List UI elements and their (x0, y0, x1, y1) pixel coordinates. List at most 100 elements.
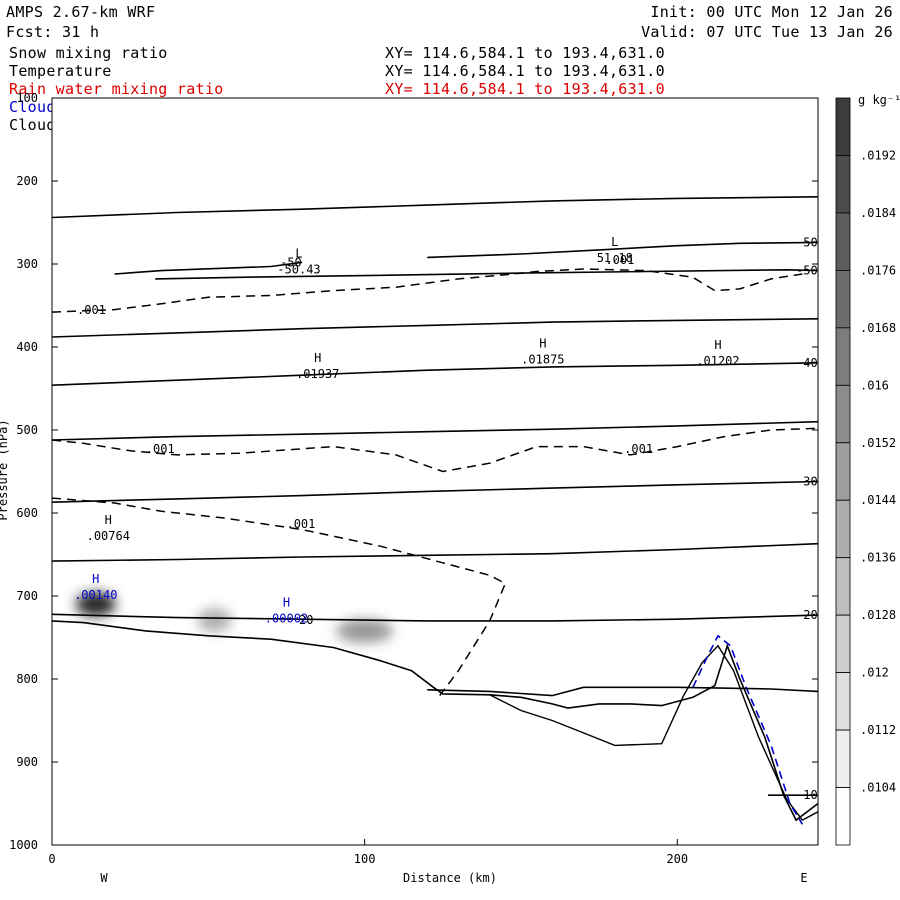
colorbar-swatch (835, 384, 851, 444)
colorbar-unit: g kg⁻¹ (858, 93, 900, 107)
y-axis-label: Pressure (hPa) (0, 419, 10, 520)
extrema-value: .01875 (521, 352, 564, 366)
contour-lines: -50 -50 -50 -40 -30 -20 -10 .001 .001 .001 .001 .00… (52, 196, 818, 825)
colorbar-swatch (835, 155, 851, 214)
isotherm-label: -20 (796, 608, 818, 622)
colorbar-level: .0104 (860, 781, 896, 795)
extrema-letter: H (314, 351, 321, 365)
colorbar: g kg⁻¹ .0192 .0184 .0176 .0168 .016 .0152 .014… (835, 93, 900, 846)
valid-time: Valid: 07 UTC Tue 13 Jan 26 (641, 23, 893, 41)
field-xy: XY= 114.6,584.1 to 193.4,631.0 (385, 80, 665, 98)
y-tick-label: 900 (16, 755, 38, 769)
colorbar-level: .0192 (860, 148, 896, 162)
extrema-letter: H (92, 572, 99, 586)
y-axis: 100 200 300 400 500 600 700 800 900 1000 (9, 91, 818, 852)
x-tick-label: 100 (354, 852, 376, 866)
west-label: W (100, 871, 108, 885)
extrema-letter: L (611, 235, 618, 249)
isotherm (52, 480, 818, 503)
colorbar-swatch (835, 787, 851, 846)
x-tick-label: 0 (48, 852, 55, 866)
model-title: AMPS 2.67-km WRF (6, 3, 155, 21)
colorbar-level: .0136 (860, 551, 896, 565)
contour-label: .001 (624, 442, 653, 456)
terrain-lower-line (489, 644, 818, 821)
colorbar-level: .0112 (860, 723, 896, 737)
extrema-value: 51.18 (597, 251, 633, 265)
forecast-hour: Fcst: 31 h (6, 23, 99, 41)
extrema-value: -50.43 (277, 263, 320, 277)
isotherm (52, 420, 818, 441)
isotherm (427, 686, 818, 697)
extrema-value: .01202 (696, 354, 739, 368)
colorbar-level: .012 (860, 666, 889, 680)
y-tick-label: 200 (16, 174, 38, 188)
contour-label: .001 (286, 517, 315, 531)
field-name: Snow mixing ratio (9, 44, 168, 62)
colorbar-swatch (835, 499, 851, 559)
extrema-letter: H (714, 338, 721, 352)
y-tick-label: 600 (16, 506, 38, 520)
extrema-letter: H (283, 595, 290, 609)
cloud-ice-shading (75, 592, 394, 643)
isotherm (52, 196, 818, 219)
field-name: Temperature (9, 62, 112, 80)
plot-frame (51, 97, 819, 846)
colorbar-level: .0152 (860, 436, 896, 450)
colorbar-swatch (835, 557, 851, 616)
x-axis: 0 100 200 (48, 839, 688, 866)
x-tick-label: 200 (666, 852, 688, 866)
isotherm-label: -50 (796, 235, 818, 249)
init-time: Init: 00 UTC Mon 12 Jan 26 (650, 3, 893, 21)
isotherm-label: -30 (796, 474, 818, 488)
colorbar-level: .0184 (860, 206, 896, 220)
colorbar-swatch (835, 97, 851, 156)
y-tick-label: 400 (16, 340, 38, 354)
snow-contour (52, 268, 803, 313)
isotherm (52, 362, 818, 386)
contour-label: .001 (605, 253, 634, 267)
colorbar-level: .0176 (860, 263, 896, 277)
x-axis-label: Distance (km) (403, 871, 497, 885)
terrain-line (52, 620, 818, 822)
colorbar-swatch (835, 614, 851, 674)
colorbar-swatch (835, 269, 851, 329)
cloud-water-contour (692, 634, 804, 825)
colorbar-swatch (835, 212, 851, 271)
contour-label: .001 (146, 442, 175, 456)
colorbar-swatch (835, 672, 851, 731)
y-tick-label: 500 (16, 423, 38, 437)
extrema-value: .00140 (74, 588, 117, 602)
colorbar-swatch (835, 442, 851, 501)
y-tick-label: 100 (16, 91, 38, 105)
colorbar-level: .016 (860, 378, 889, 392)
extrema-value: .00002 (265, 611, 308, 625)
y-tick-label: 1000 (9, 838, 38, 852)
contour-label: 20 (299, 613, 313, 627)
colorbar-swatch (835, 327, 851, 386)
isotherm (427, 241, 818, 259)
contour-label: .001 (77, 303, 106, 317)
isotherm (114, 261, 303, 275)
extrema-labels: L -50.43 L 51.18 H .01937 H .01875 H .01202 H .0076… (74, 235, 740, 625)
extrema-letter: H (539, 336, 546, 350)
isotherm-label: -10 (796, 788, 818, 802)
colorbar-swatch (835, 729, 851, 788)
colorbar-level: .0168 (860, 321, 896, 335)
extrema-letter: L (295, 247, 302, 261)
field-xy: XY= 114.6,584.1 to 193.4,631.0 (385, 44, 665, 62)
extrema-value: .00764 (87, 529, 130, 543)
snow-contour (52, 497, 507, 697)
y-tick-label: 800 (16, 672, 38, 686)
shaded-region (336, 618, 394, 643)
isotherm (52, 318, 818, 338)
isotherm (52, 613, 818, 622)
isotherm-label: -50 (796, 264, 818, 278)
extrema-letter: H (105, 513, 112, 527)
y-tick-label: 300 (16, 257, 38, 271)
y-tick-label: 700 (16, 589, 38, 603)
colorbar-level: .0128 (860, 608, 896, 622)
isotherm (52, 542, 818, 562)
extrema-value: .01937 (296, 367, 339, 381)
